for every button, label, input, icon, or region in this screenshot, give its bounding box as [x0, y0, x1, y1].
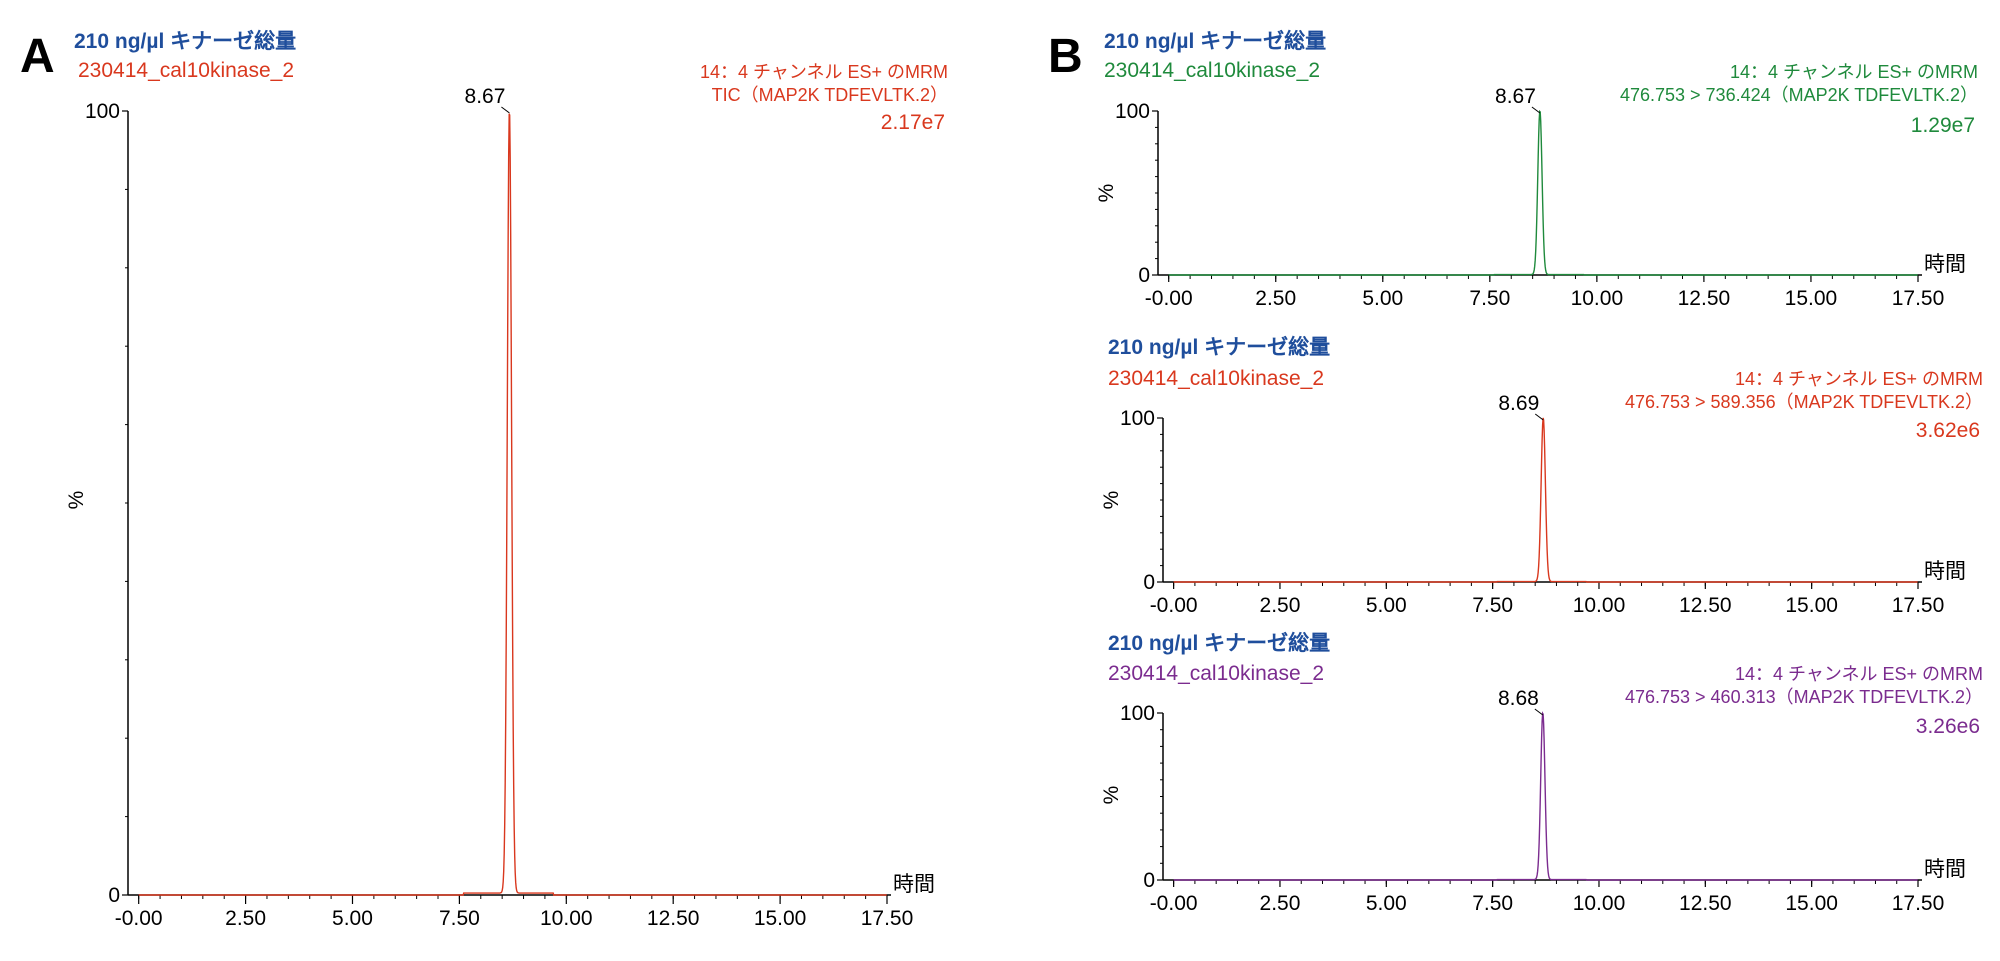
- x-tick-label: -0.00: [1145, 287, 1193, 310]
- x-tick-label: 7.50: [439, 907, 480, 930]
- chromatogram-trace: [138, 113, 887, 896]
- chromatogram-trace: [1173, 711, 1918, 881]
- max-intensity: 3.26e6: [1916, 715, 1980, 738]
- x-tick-label: 5.00: [1362, 287, 1403, 310]
- chart-panel-b2: 210 ng/µl キナーゼ総量 230414_cal10kinase_2 14：4…: [1100, 335, 1983, 617]
- x-tick-label: 15.00: [1785, 892, 1838, 915]
- x-tick-label: 5.00: [1366, 892, 1407, 915]
- max-intensity: 1.29e7: [1911, 114, 1975, 137]
- x-tick-label: 15.00: [754, 907, 807, 930]
- y-tick-label: 100: [85, 100, 120, 123]
- sample-name: 230414_cal10kinase_2: [1108, 662, 1324, 685]
- function-label: 14：4 チャンネル ES+ のMRM: [700, 62, 948, 82]
- peak-leader-line: [1534, 708, 1544, 716]
- x-tick-label: 2.50: [1260, 892, 1301, 915]
- x-tick-label: 5.00: [1366, 594, 1407, 617]
- peak-leader-line: [1534, 413, 1544, 421]
- y-tick-label: 100: [1115, 100, 1150, 123]
- x-tick-label: 12.50: [647, 907, 700, 930]
- x-axis-label: 時間: [1924, 560, 1966, 583]
- peak-leader-line: [1531, 106, 1541, 114]
- y-axis-label: %: [1095, 184, 1118, 203]
- x-tick-label: 17.50: [1892, 892, 1945, 915]
- y-tick-label: 100: [1120, 702, 1155, 725]
- x-tick-label: 7.50: [1472, 892, 1513, 915]
- chromatogram-panels: 210 ng/µl キナーゼ総量 230414_cal10kinase_2 14：4…: [65, 29, 1983, 930]
- sample-name: 230414_cal10kinase_2: [78, 59, 294, 82]
- peak-label: 8.68: [1498, 687, 1539, 710]
- y-tick-label: 0: [1138, 264, 1150, 287]
- x-tick-label: 7.50: [1469, 287, 1510, 310]
- function-label: 14：4 チャンネル ES+ のMRM: [1730, 62, 1978, 82]
- x-tick-label: 10.00: [1571, 287, 1624, 310]
- y-tick-label: 0: [108, 884, 120, 907]
- chromatogram-trace: [1168, 109, 1918, 276]
- x-tick-label: 17.50: [861, 907, 914, 930]
- sample-name: 230414_cal10kinase_2: [1108, 367, 1324, 390]
- max-intensity: 3.62e6: [1916, 419, 1980, 442]
- sample-name: 230414_cal10kinase_2: [1104, 59, 1320, 82]
- x-tick-label: 12.50: [1679, 892, 1732, 915]
- trace-label: 476.753 > 589.356（MAP2K TDFEVLTK.2）: [1625, 392, 1983, 412]
- x-tick-label: 10.00: [1573, 594, 1626, 617]
- y-axis-label: %: [1100, 491, 1123, 510]
- x-tick-label: -0.00: [1150, 594, 1198, 617]
- x-tick-label: 2.50: [1260, 594, 1301, 617]
- x-axis-label: 時間: [1924, 858, 1966, 881]
- chart-title: 210 ng/µl キナーゼ総量: [74, 29, 296, 53]
- panel-b-letter: B: [1048, 30, 1083, 83]
- peak-leader-line: [501, 106, 510, 114]
- x-tick-label: 12.50: [1679, 594, 1732, 617]
- peak-label: 8.67: [465, 85, 506, 108]
- x-tick-label: 17.50: [1892, 594, 1945, 617]
- chart-title: 210 ng/µl キナーゼ総量: [1104, 29, 1326, 53]
- x-tick-label: 2.50: [225, 907, 266, 930]
- x-tick-label: 2.50: [1255, 287, 1296, 310]
- function-label: 14：4 チャンネル ES+ のMRM: [1735, 369, 1983, 389]
- x-tick-label: -0.00: [115, 907, 163, 930]
- peak-label: 8.69: [1498, 392, 1539, 415]
- x-tick-label: 15.00: [1785, 287, 1838, 310]
- y-tick-label: 0: [1143, 571, 1155, 594]
- chart-panel-a: 210 ng/µl キナーゼ総量 230414_cal10kinase_2 14：4…: [65, 29, 948, 930]
- chart-panel-b3: 210 ng/µl キナーゼ総量 230414_cal10kinase_2 14：4…: [1100, 631, 1983, 915]
- x-tick-label: -0.00: [1150, 892, 1198, 915]
- x-tick-label: 10.00: [1573, 892, 1626, 915]
- x-axis-label: 時間: [1924, 253, 1966, 276]
- peak-label: 8.67: [1495, 85, 1536, 108]
- panel-a-letter: A: [20, 30, 55, 83]
- trace-label: TIC（MAP2K TDFEVLTK.2）: [712, 85, 948, 105]
- chart-panel-b1: 210 ng/µl キナーゼ総量 230414_cal10kinase_2 14：4…: [1095, 29, 1978, 310]
- chromatogram-trace: [1173, 417, 1918, 583]
- chart-title: 210 ng/µl キナーゼ総量: [1108, 631, 1330, 655]
- x-axis-label: 時間: [893, 873, 935, 896]
- chart-title: 210 ng/µl キナーゼ総量: [1108, 335, 1330, 359]
- x-tick-label: 12.50: [1678, 287, 1731, 310]
- x-tick-label: 15.00: [1785, 594, 1838, 617]
- trace-label: 476.753 > 460.313（MAP2K TDFEVLTK.2）: [1625, 687, 1983, 707]
- y-tick-label: 100: [1120, 407, 1155, 430]
- function-label: 14：4 チャンネル ES+ のMRM: [1735, 664, 1983, 684]
- y-tick-label: 0: [1143, 869, 1155, 892]
- y-axis-label: %: [65, 491, 88, 510]
- x-tick-label: 10.00: [540, 907, 593, 930]
- trace-label: 476.753 > 736.424（MAP2K TDFEVLTK.2）: [1620, 85, 1978, 105]
- x-tick-label: 17.50: [1892, 287, 1945, 310]
- y-axis-label: %: [1100, 786, 1123, 805]
- max-intensity: 2.17e7: [881, 111, 945, 134]
- x-tick-label: 7.50: [1472, 594, 1513, 617]
- x-tick-label: 5.00: [332, 907, 373, 930]
